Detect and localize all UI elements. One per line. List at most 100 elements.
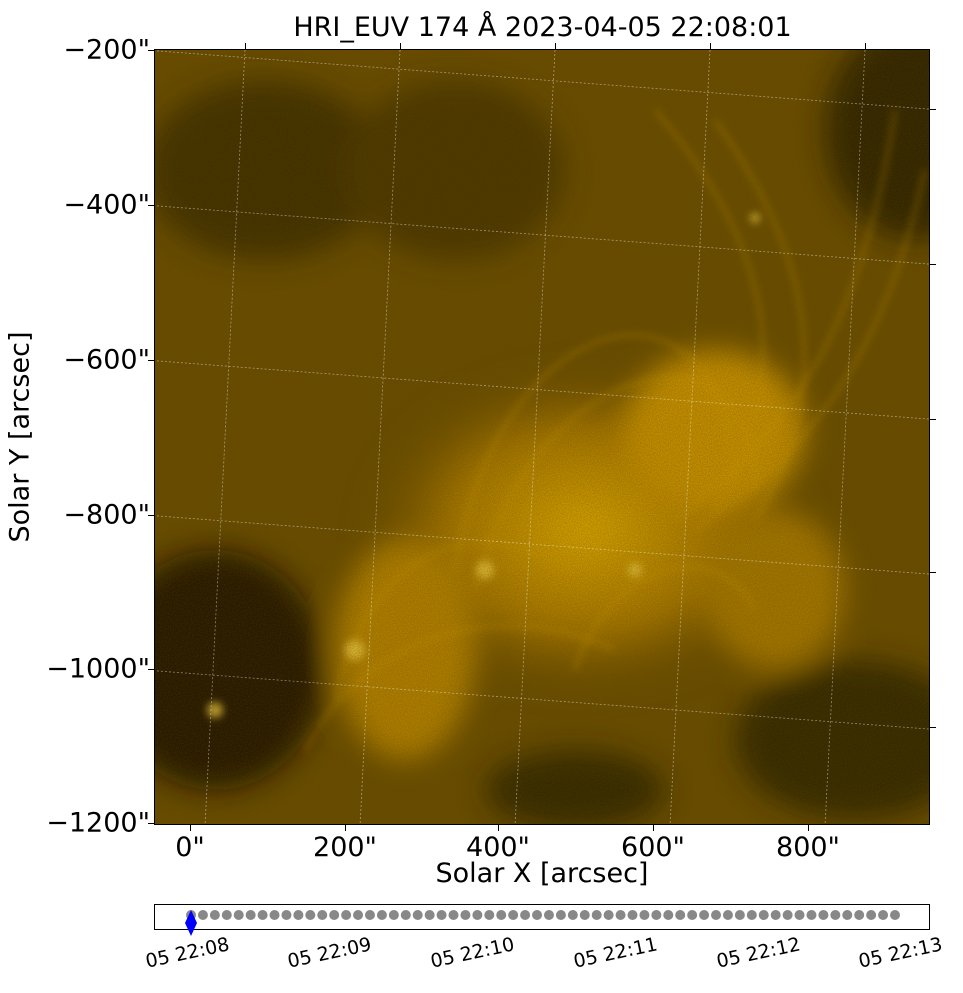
time-tick-label: 05 22:11	[571, 933, 660, 973]
frame-marker[interactable]	[722, 910, 733, 920]
frame-marker[interactable]	[854, 910, 865, 920]
left-tick	[148, 205, 154, 206]
right-tick	[930, 264, 936, 265]
frame-marker[interactable]	[579, 910, 590, 920]
bottom-tick	[345, 825, 346, 831]
frame-marker[interactable]	[484, 910, 495, 920]
y-tick-label: −600"	[63, 344, 150, 376]
y-tick-label: −200"	[63, 34, 150, 66]
frame-marker[interactable]	[281, 910, 292, 920]
frame-marker[interactable]	[794, 910, 805, 920]
frame-marker[interactable]	[639, 910, 650, 920]
frame-marker[interactable]	[424, 910, 435, 920]
frame-marker[interactable]	[830, 910, 841, 920]
frame-marker[interactable]	[257, 910, 268, 920]
frame-marker[interactable]	[305, 910, 316, 920]
right-tick	[930, 572, 936, 573]
frame-marker[interactable]	[567, 910, 578, 920]
time-tick-label: 05 22:08	[143, 933, 232, 973]
plot-title: HRI_EUV 174 Å 2023-04-05 22:08:01	[293, 12, 792, 43]
frame-marker[interactable]	[543, 910, 554, 920]
right-tick	[930, 727, 936, 728]
frame-marker[interactable]	[520, 910, 531, 920]
frame-marker[interactable]	[376, 910, 387, 920]
bottom-tick	[653, 825, 654, 831]
y-tick-label: −400"	[63, 189, 150, 221]
frame-marker[interactable]	[711, 910, 722, 920]
x-tick-label: 400"	[466, 832, 530, 863]
frame-marker[interactable]	[472, 910, 483, 920]
time-tick-label: 05 22:13	[856, 933, 945, 973]
frame-marker[interactable]	[627, 910, 638, 920]
frame-marker[interactable]	[364, 910, 375, 920]
left-tick	[148, 515, 154, 516]
timeline-markers[interactable]	[154, 904, 930, 936]
y-axis-label: Solar Y [arcsec]	[4, 331, 36, 543]
frame-timeline[interactable]	[154, 904, 930, 936]
time-tick-label: 05 22:10	[428, 933, 517, 973]
top-tick	[555, 43, 556, 49]
right-tick	[930, 109, 936, 110]
frame-marker[interactable]	[508, 910, 519, 920]
frame-marker[interactable]	[770, 910, 781, 920]
frame-marker[interactable]	[388, 910, 399, 920]
top-tick	[400, 43, 401, 49]
frame-marker[interactable]	[734, 910, 745, 920]
left-tick	[148, 669, 154, 670]
top-tick	[710, 43, 711, 49]
frame-marker[interactable]	[651, 910, 662, 920]
frame-marker[interactable]	[806, 910, 817, 920]
frame-marker[interactable]	[746, 910, 757, 920]
frame-marker[interactable]	[663, 910, 674, 920]
time-tick-label: 05 22:09	[285, 933, 374, 973]
frame-marker[interactable]	[233, 910, 244, 920]
bottom-tick	[498, 825, 499, 831]
frame-marker[interactable]	[460, 910, 471, 920]
x-tick-label: 600"	[621, 832, 685, 863]
frame-marker[interactable]	[245, 910, 256, 920]
x-tick-label: 800"	[776, 832, 840, 863]
frame-marker[interactable]	[842, 910, 853, 920]
left-tick	[148, 50, 154, 51]
frame-marker[interactable]	[448, 910, 459, 920]
solar-image-axes[interactable]	[154, 49, 930, 825]
left-tick	[148, 823, 154, 824]
y-tick-label: −1200"	[46, 807, 150, 839]
time-tick-label: 05 22:12	[714, 933, 803, 973]
frame-marker[interactable]	[221, 910, 232, 920]
frame-marker[interactable]	[782, 910, 793, 920]
x-tick-label: 200"	[313, 832, 377, 863]
frame-marker[interactable]	[341, 910, 352, 920]
frame-marker[interactable]	[591, 910, 602, 920]
frame-marker[interactable]	[699, 910, 710, 920]
frame-marker[interactable]	[818, 910, 829, 920]
right-tick	[930, 419, 936, 420]
left-tick	[148, 360, 154, 361]
frame-marker[interactable]	[293, 910, 304, 920]
y-tick-label: −1000"	[46, 653, 150, 685]
top-tick	[865, 43, 866, 49]
frame-marker[interactable]	[412, 910, 423, 920]
top-tick	[245, 43, 246, 49]
frame-marker[interactable]	[353, 910, 364, 920]
current-frame-marker[interactable]	[185, 910, 197, 936]
frame-marker[interactable]	[269, 910, 280, 920]
frame-marker[interactable]	[532, 910, 543, 920]
frame-marker[interactable]	[400, 910, 411, 920]
frame-marker[interactable]	[866, 910, 877, 920]
frame-marker[interactable]	[675, 910, 686, 920]
frame-marker[interactable]	[615, 910, 626, 920]
frame-marker[interactable]	[878, 910, 889, 920]
frame-marker[interactable]	[687, 910, 698, 920]
frame-marker[interactable]	[436, 910, 447, 920]
frame-marker[interactable]	[890, 910, 900, 920]
frame-marker[interactable]	[496, 910, 507, 920]
frame-marker[interactable]	[758, 910, 769, 920]
frame-marker[interactable]	[329, 910, 340, 920]
frame-marker[interactable]	[197, 910, 208, 920]
frame-marker[interactable]	[603, 910, 614, 920]
frame-marker[interactable]	[209, 910, 220, 920]
x-tick-label: 0"	[175, 832, 205, 863]
frame-marker[interactable]	[555, 910, 566, 920]
frame-marker[interactable]	[317, 910, 328, 920]
